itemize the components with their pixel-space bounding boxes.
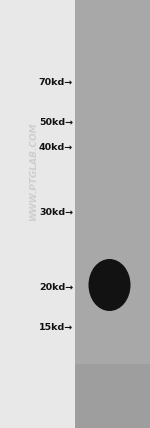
Text: 30kd→: 30kd→ [39,208,73,217]
Text: 20kd→: 20kd→ [39,283,73,292]
Text: 15kd→: 15kd→ [39,324,73,333]
Text: 70kd→: 70kd→ [39,77,73,86]
Text: 50kd→: 50kd→ [39,118,73,127]
Text: 40kd→: 40kd→ [39,143,73,152]
Bar [75,0,150,428]
Text: WWW.PTGLAB.COM: WWW.PTGLAB.COM [29,122,38,220]
Ellipse shape [88,259,130,311]
Bar [75,364,150,428]
